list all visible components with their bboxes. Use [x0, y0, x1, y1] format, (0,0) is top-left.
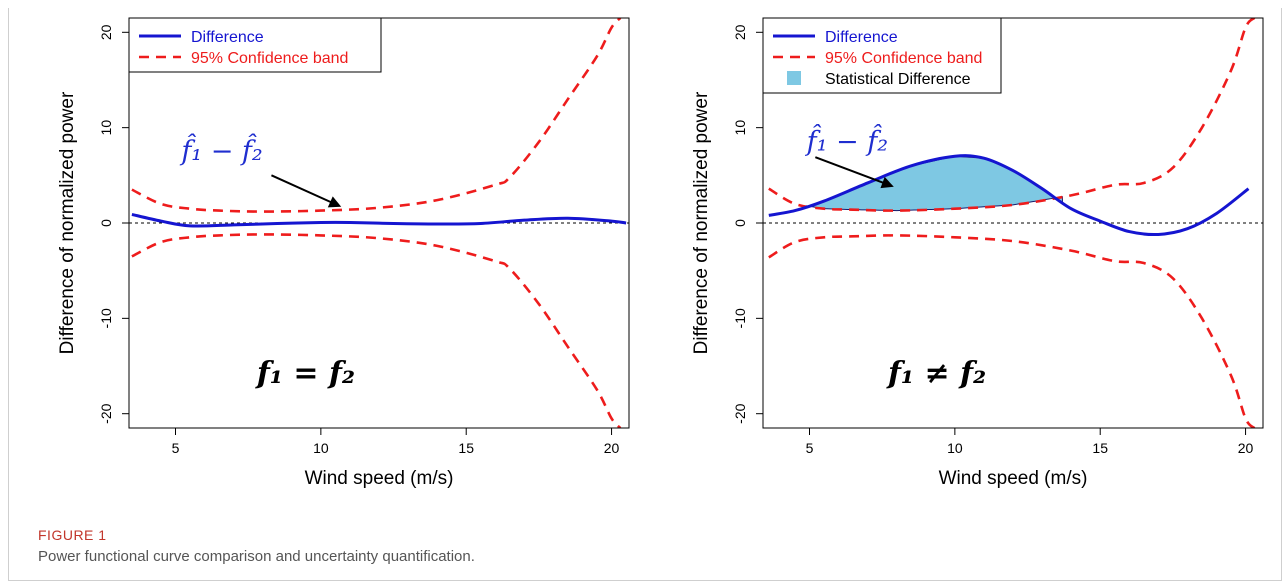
confidence-band-upper	[131, 18, 622, 213]
chart-right: 5 10 15 20 -20 -10 0 10 20 Wind speed (m/s) Differ…	[691, 17, 1264, 489]
y-tick-label: 20	[98, 24, 114, 40]
curve-annotation-label: f̂₁ − f̂₂	[805, 124, 888, 158]
difference-line	[768, 154, 1250, 237]
x-axis-label: Wind speed (m/s)	[939, 468, 1088, 489]
figure-frame: 5 10 15 20 -20 -10 0 10 20 Wind speed (m/s) Differ…	[8, 8, 1282, 581]
x-tick-label: 20	[1238, 440, 1254, 456]
y-axis-label: Difference of normalized power	[57, 91, 78, 354]
legend-label: Difference	[825, 29, 898, 46]
y-axis-label: Difference of normalized power	[691, 91, 712, 354]
annotation-arrow-head	[880, 176, 894, 189]
confidence-band-lower	[768, 234, 1256, 428]
difference-line	[131, 212, 627, 228]
x-tick-label: 15	[1092, 440, 1108, 456]
annotation-arrow-shaft	[271, 174, 335, 205]
y-tick-label: -20	[732, 403, 748, 423]
y-tick-label: 0	[98, 219, 114, 227]
legend-label: Statistical Difference	[825, 71, 971, 88]
x-tick-label: 20	[604, 440, 620, 456]
x-tick-label: 5	[172, 440, 180, 456]
figure-label: FIGURE 1	[38, 527, 107, 543]
annotation-arrow-shaft	[814, 156, 887, 185]
legend-box	[128, 17, 382, 73]
legend-label: Difference	[191, 29, 264, 46]
x-tick-label: 10	[947, 440, 963, 456]
legend-label: 95% Confidence band	[825, 50, 982, 67]
y-tick-label: 20	[732, 24, 748, 40]
y-tick-label: -20	[98, 403, 114, 423]
x-tick-label: 5	[806, 440, 814, 456]
plot-area	[129, 18, 629, 428]
confidence-band-upper	[768, 18, 1256, 212]
y-tick-label: 10	[732, 120, 748, 136]
x-axis-label: Wind speed (m/s)	[305, 468, 454, 489]
y-tick-label: 10	[98, 120, 114, 136]
y-tick-label: -10	[732, 308, 748, 328]
legend-label: 95% Confidence band	[191, 50, 348, 67]
x-tick-label: 10	[313, 440, 329, 456]
chart-left: 5 10 15 20 -20 -10 0 10 20 Wind speed (m/s) Differ…	[57, 17, 630, 489]
equation-annotation: f₁ = f₂	[255, 356, 355, 391]
legend-box	[762, 17, 1002, 94]
figure-caption: Power functional curve comparison and un…	[38, 548, 475, 565]
y-tick-label: 0	[732, 219, 748, 227]
equation-annotation: f₁ ≠ f₂	[886, 356, 986, 391]
y-tick-label: -10	[98, 308, 114, 328]
annotation-arrow-head	[327, 196, 342, 208]
confidence-band-lower	[131, 233, 622, 428]
legend-swatch-fill	[787, 71, 801, 85]
x-tick-label: 15	[458, 440, 474, 456]
plot-area	[763, 18, 1263, 428]
curve-annotation-label: f̂₁ − f̂₂	[179, 133, 262, 167]
